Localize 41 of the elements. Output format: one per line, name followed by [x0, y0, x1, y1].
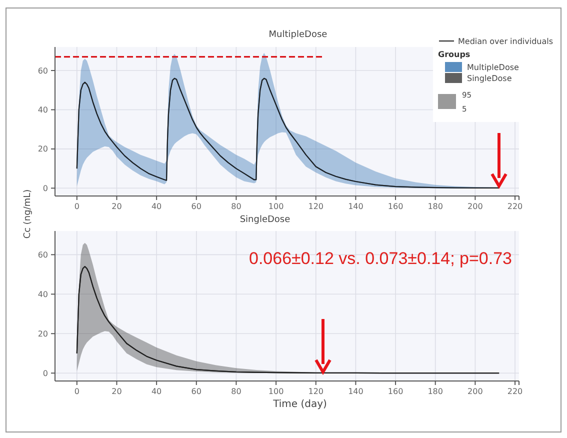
- x-tick-label: 140: [348, 202, 364, 211]
- chart-title: MultipleDose: [268, 30, 328, 40]
- x-tick-label: 160: [388, 387, 404, 396]
- x-tick-label: 120: [308, 202, 324, 211]
- x-tick-label: 200: [468, 202, 483, 211]
- x-tick-label: 20: [112, 387, 122, 396]
- legend-label: MultipleDose: [467, 62, 519, 72]
- legend-label: SingleDose: [467, 74, 512, 83]
- x-tick-label: 60: [191, 387, 202, 396]
- chart-title: SingleDose: [240, 215, 291, 225]
- x-tick-label: 160: [388, 202, 404, 211]
- x-tick-label: 220: [507, 387, 523, 396]
- y-tick-label: 20: [38, 329, 48, 338]
- x-tick-label: 80: [231, 387, 242, 396]
- y-tick-label: 0: [42, 184, 48, 193]
- y-tick-label: 40: [38, 106, 48, 115]
- x-tick-label: 40: [151, 387, 162, 396]
- y-tick-label: 60: [38, 66, 48, 76]
- x-tick-label: 0: [74, 387, 80, 396]
- x-tick-label: 120: [308, 387, 324, 396]
- x-tick-label: 180: [428, 387, 443, 396]
- x-tick-label: 140: [348, 387, 364, 396]
- y-tick-label: 0: [42, 368, 48, 378]
- x-tick-label: 220: [507, 202, 523, 211]
- y-tick-label: 20: [38, 144, 48, 154]
- y-axis-title: Cc (ng/mL): [23, 189, 33, 239]
- x-tick-label: 100: [268, 387, 284, 396]
- x-axis-title: Time (day): [272, 399, 328, 410]
- x-tick-label: 20: [112, 202, 122, 211]
- x-tick-label: 180: [428, 202, 443, 211]
- x-tick-label: 60: [191, 202, 202, 211]
- x-tick-label: 80: [231, 202, 242, 211]
- legend-label: Median over individuals: [458, 36, 554, 46]
- x-tick-label: 0: [74, 202, 80, 211]
- annotation: 0.066±0.12 vs. 0.073±0.14; p=0.73: [248, 249, 512, 268]
- x-tick-label: 100: [268, 202, 284, 211]
- x-tick-label: 200: [468, 387, 483, 396]
- y-tick-label: 60: [38, 250, 48, 260]
- y-tick-label: 40: [38, 290, 48, 299]
- x-tick-label: 40: [151, 202, 162, 211]
- legend-title: Groups: [438, 50, 470, 59]
